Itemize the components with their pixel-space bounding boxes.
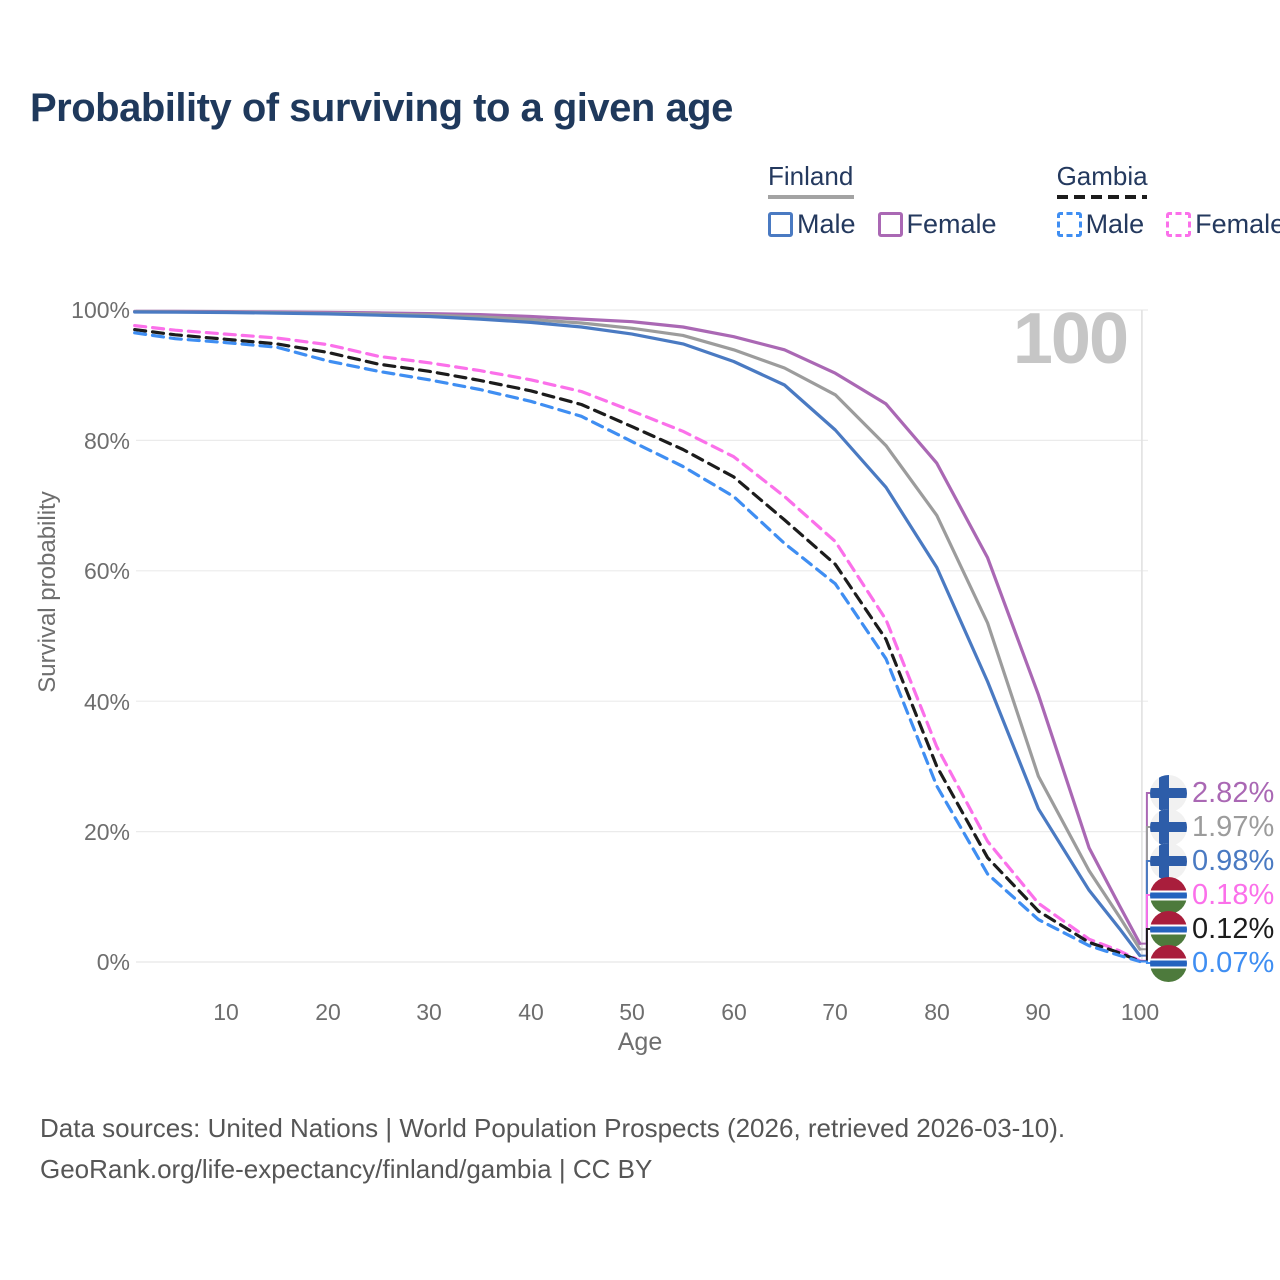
y-tick-60: 60% [83,558,130,584]
end-label-finland-female: 2.82% [1150,774,1274,812]
end-value: 1.97% [1192,810,1275,843]
legend-item-gambia-female[interactable]: Female [1166,209,1280,240]
legend-item-gambia-male[interactable]: Male [1056,209,1145,240]
finland-flag-icon [1150,774,1187,812]
end-label-gambia-total: 0.12% [1150,910,1274,948]
legend-item-label: Male [1085,209,1145,239]
x-tick-90: 90 [1025,999,1051,1025]
x-tick-40: 40 [518,999,544,1025]
y-tick-20: 20% [83,819,130,845]
end-value: 0.98% [1192,844,1275,877]
legend: Finland Male Female Gambia Male [768,161,1280,240]
x-tick-50: 50 [619,999,645,1025]
end-label-finland-male: 0.98% [1150,842,1274,880]
end-label-gambia-female: 0.18% [1150,876,1274,914]
x-tick-80: 80 [924,999,950,1025]
legend-group-finland: Finland Male Female [768,161,997,240]
data-sources-note: Data sources: United Nations | World Pop… [40,1108,1065,1190]
gambia-dashed-line-sample [1056,195,1147,199]
x-tick-100: 100 [1120,999,1160,1025]
legend-item-finland-female[interactable]: Female [877,209,997,240]
end-label-gambia-male: 0.07% [1150,944,1274,982]
gambia-male-swatch-icon [1056,212,1082,237]
finland-flag-icon [1150,842,1187,880]
curve-gambia-female [133,324,1142,963]
curve-gambia-total [133,328,1142,963]
x-tick-30: 30 [416,999,442,1025]
y-tick-100: 100% [71,297,130,323]
x-tick-20: 20 [315,999,341,1025]
x-axis-title: Age [617,1028,663,1056]
finland-solid-line-sample [768,195,854,199]
y-tick-0: 0% [96,949,130,975]
finland-flag-icon [1150,808,1187,846]
y-axis-title: Survival probability [34,491,61,693]
end-value: 0.12% [1192,912,1275,945]
curve-gambia-male [133,331,1142,964]
y-tick-80: 80% [83,428,130,454]
end-value: 0.07% [1192,946,1275,979]
legend-header-finland: Finland [768,161,854,191]
gambia-flag-icon [1150,876,1187,914]
legend-item-label: Female [1195,209,1280,239]
gambia-flag-icon [1150,944,1187,982]
end-value: 2.82% [1192,776,1275,809]
finland-female-swatch-icon [877,212,903,237]
finland-male-swatch-icon [768,212,793,237]
legend-item-label: Female [906,209,997,239]
x-tick-70: 70 [822,999,848,1025]
curve-finland-total [133,310,1142,951]
age-counter-watermark: 100 [1012,299,1129,379]
page-title: Probability of surviving to a given age [30,86,733,130]
attribution-line: GeoRank.org/life-expectancy/finland/gamb… [40,1154,653,1184]
end-value: 0.18% [1192,878,1275,911]
legend-item-finland-male[interactable]: Male [768,209,856,240]
gambia-flag-icon [1150,910,1187,948]
legend-group-gambia: Gambia Male Female [1056,161,1280,240]
curve-finland-male [133,310,1142,958]
x-tick-60: 60 [721,999,747,1025]
x-tick-10: 10 [213,999,239,1025]
end-label-finland-total: 1.97% [1150,808,1274,846]
legend-item-label: Male [797,209,856,239]
gambia-female-swatch-icon [1166,212,1192,237]
y-tick-40: 40% [83,689,130,715]
legend-header-gambia: Gambia [1056,161,1148,191]
data-sources-line: Data sources: United Nations | World Pop… [40,1113,1066,1143]
